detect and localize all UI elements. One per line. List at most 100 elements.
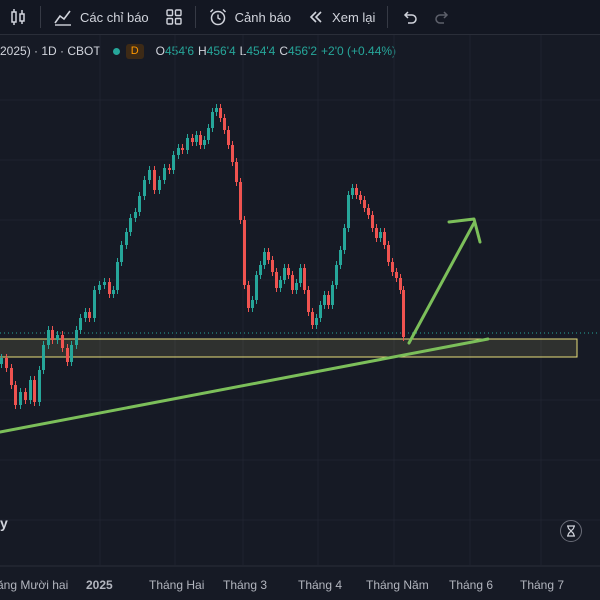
candle-body bbox=[108, 282, 111, 294]
candle-body bbox=[24, 392, 27, 400]
candle-body bbox=[93, 290, 96, 318]
candle-body bbox=[103, 282, 106, 285]
candle-body bbox=[367, 208, 370, 215]
candle-body bbox=[47, 330, 50, 345]
toolbar-separator bbox=[387, 6, 389, 28]
candle-body bbox=[112, 290, 115, 294]
candle-body bbox=[211, 112, 214, 128]
candle-body bbox=[375, 228, 378, 238]
candle-body bbox=[129, 218, 132, 232]
grid-icon bbox=[165, 9, 182, 25]
candle-body bbox=[271, 260, 274, 272]
ohlc-open: O454'6 bbox=[155, 44, 194, 58]
candle-body bbox=[215, 108, 218, 112]
candle-body bbox=[303, 268, 306, 290]
ohlc-close: C456'2 bbox=[279, 44, 318, 58]
data-badge[interactable]: D bbox=[125, 43, 144, 59]
indicators-button[interactable]: Các chỉ báo bbox=[45, 0, 157, 34]
candle-body bbox=[283, 268, 286, 280]
candle-body bbox=[295, 283, 298, 290]
redo-button[interactable] bbox=[426, 0, 460, 34]
candle-body bbox=[315, 318, 318, 325]
candle-body bbox=[186, 138, 189, 150]
candle-body bbox=[235, 162, 238, 182]
candle-body bbox=[267, 252, 270, 260]
candle-body bbox=[395, 272, 398, 278]
candle-body bbox=[207, 128, 210, 140]
alerts-button[interactable]: Cảnh báo bbox=[200, 0, 299, 34]
candle-body bbox=[331, 285, 334, 305]
indicators-label: Các chỉ báo bbox=[80, 9, 149, 25]
candle-body bbox=[275, 272, 278, 288]
time-tick-label: ăng Mười hai bbox=[0, 578, 68, 592]
alarm-clock-icon bbox=[209, 8, 226, 26]
candle-body bbox=[177, 148, 180, 155]
candle-body bbox=[33, 380, 36, 402]
candle-body bbox=[243, 220, 246, 285]
toolbar-separator bbox=[194, 6, 196, 28]
candle-body bbox=[195, 135, 198, 142]
candle-body bbox=[158, 180, 161, 190]
time-tick-label: 2025 bbox=[86, 578, 113, 592]
candle-body bbox=[163, 168, 166, 180]
time-tick-label: Tháng 6 bbox=[449, 578, 493, 592]
candle-body bbox=[319, 305, 322, 318]
replay-button[interactable]: Xem lại bbox=[299, 0, 383, 34]
chart-style-button[interactable] bbox=[0, 0, 36, 34]
hourglass-icon bbox=[567, 525, 575, 537]
candle-body bbox=[75, 330, 78, 345]
reset-chart-button[interactable] bbox=[560, 520, 582, 542]
candle-body bbox=[168, 168, 171, 170]
candle-body bbox=[84, 312, 87, 318]
candle-body bbox=[311, 312, 314, 325]
rewind-icon bbox=[309, 11, 322, 23]
candle-body bbox=[323, 295, 326, 305]
undo-button[interactable] bbox=[392, 0, 426, 34]
candle-body bbox=[251, 300, 254, 308]
time-axis[interactable]: ăng Mười hai 2025 Tháng Hai Tháng 3 Tháng 4 T… bbox=[0, 578, 564, 592]
market-status-dot bbox=[112, 47, 120, 55]
candle-body bbox=[335, 265, 338, 285]
candle-body bbox=[227, 130, 230, 145]
candle-body bbox=[402, 290, 405, 337]
candle-body bbox=[351, 188, 354, 195]
layouts-button[interactable] bbox=[157, 0, 191, 34]
replay-label: Xem lại bbox=[332, 9, 376, 25]
candle-body bbox=[291, 275, 294, 290]
candle-body bbox=[231, 145, 234, 162]
candle-body bbox=[355, 188, 358, 195]
candle-body bbox=[143, 180, 146, 196]
ohlc-high: H456'4 bbox=[198, 44, 236, 58]
indicators-icon bbox=[54, 10, 71, 26]
candle-body bbox=[61, 335, 64, 348]
candle-body bbox=[307, 290, 310, 312]
candle-body bbox=[347, 195, 350, 228]
candle-body bbox=[219, 108, 222, 118]
candle-body bbox=[255, 275, 258, 300]
candle-body bbox=[223, 118, 226, 130]
candle-body bbox=[5, 358, 8, 368]
candle-body bbox=[239, 182, 242, 220]
candle-body bbox=[79, 318, 82, 330]
candle-body bbox=[327, 295, 330, 305]
toolbar-separator bbox=[40, 6, 41, 28]
projection-arrow[interactable] bbox=[407, 217, 482, 345]
candle-body bbox=[29, 380, 32, 400]
candle-body bbox=[181, 148, 184, 150]
candle-body bbox=[383, 232, 386, 245]
time-tick-label: Tháng 4 bbox=[298, 578, 342, 592]
candlestick-series bbox=[0, 104, 405, 409]
candle-body bbox=[259, 265, 262, 275]
candle-body bbox=[343, 228, 346, 250]
trendline[interactable] bbox=[0, 337, 490, 434]
candle-body bbox=[0, 358, 3, 364]
candle-body bbox=[387, 245, 390, 262]
candle-body bbox=[199, 135, 202, 145]
candle-body bbox=[287, 268, 290, 275]
candle-body bbox=[191, 138, 194, 142]
symbol-legend: 2025) · 1D · CBOT D O454'6 H456'4 L454'4… bbox=[0, 42, 400, 60]
support-zone[interactable] bbox=[0, 338, 578, 358]
symbol-title[interactable]: 2025) · 1D · CBOT bbox=[0, 44, 101, 58]
candle-body bbox=[56, 335, 59, 340]
